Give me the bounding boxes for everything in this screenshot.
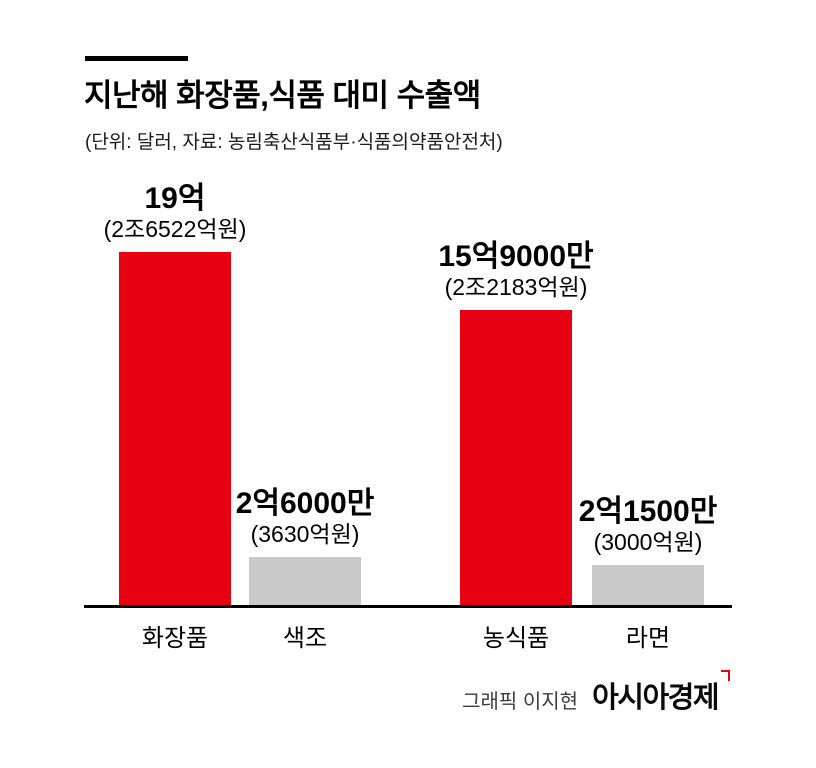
brand-logo: 아시아경제	[592, 670, 730, 716]
x-axis-label-agrifood: 농식품	[482, 625, 550, 652]
x-axis-label-ramen: 라면	[625, 625, 671, 652]
bar-ramen	[592, 565, 704, 605]
bar-group-color-cosmetics: 2억6000만 (3630억원)	[205, 487, 405, 605]
chart-title: 지난해 화장품,식품 대미 수출액	[84, 78, 481, 113]
bar-cosmetics	[119, 252, 231, 605]
bar-value-label: 2억6000만	[235, 486, 375, 520]
bar-group-agrifood: 15억9000만 (2조2183억원)	[416, 240, 616, 605]
x-axis-label-cosmetics: 화장품	[141, 625, 209, 652]
bar-color-cosmetics	[249, 557, 361, 605]
x-axis-label-color-cosmetics: 색조	[282, 625, 328, 652]
bar-subvalue-label: (3630억원)	[250, 521, 360, 548]
bar-subvalue-label: (3000억원)	[593, 529, 703, 556]
bar-group-ramen: 2억1500만 (3000억원)	[548, 495, 748, 605]
bar-value-label: 19억	[144, 181, 206, 215]
bar-subvalue-label: (2조2183억원)	[444, 274, 588, 301]
bar-group-cosmetics: 19억 (2조6522억원)	[75, 182, 275, 605]
chart-subtitle: (단위: 달러, 자료: 농림축산식품부·식품의약품안전처)	[85, 132, 503, 153]
graphic-credit: 그래픽 이지현	[462, 691, 579, 713]
bar-value-label: 2억1500만	[578, 494, 718, 528]
bar-agrifood	[460, 310, 572, 605]
bar-chart: 19억 (2조6522억원) 2억6000만 (3630억원) 15억9000만…	[84, 170, 732, 608]
title-accent-rule	[85, 56, 188, 61]
bar-subvalue-label: (2조6522억원)	[103, 216, 247, 243]
footer: 그래픽 이지현 아시아경제	[462, 670, 730, 716]
bar-value-label: 15억9000만	[438, 239, 594, 273]
brand-mark-icon	[721, 670, 730, 681]
